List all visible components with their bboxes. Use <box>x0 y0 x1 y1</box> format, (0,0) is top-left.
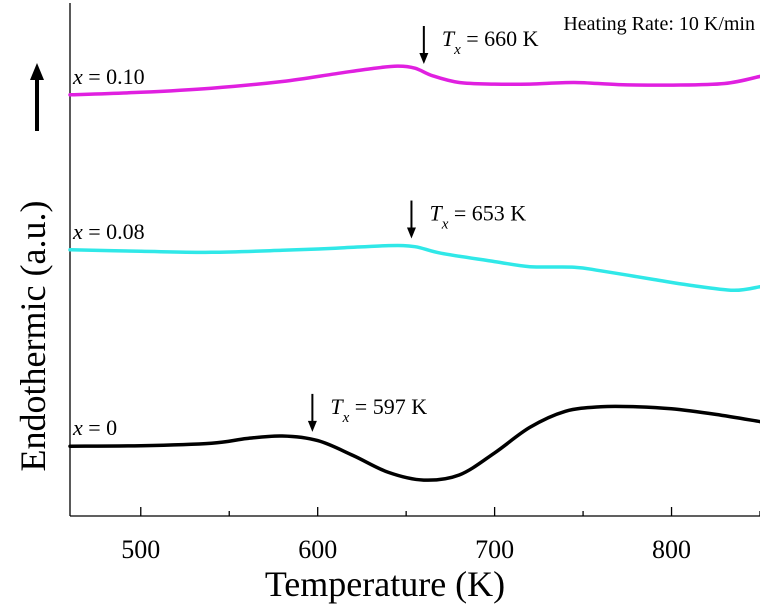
x-tick-label: 700 <box>475 535 514 564</box>
tx-label: Tx = 660 K <box>442 26 539 58</box>
x-ticks: 500 600 700 800 <box>121 507 760 564</box>
x-tick-label: 600 <box>298 535 337 564</box>
series-label: x = 0.10 <box>72 64 145 89</box>
y-axis-title: Endothermic (a.u.) <box>13 201 53 472</box>
x-axis-title: Temperature (K) <box>265 564 505 604</box>
series-label: x = 0.08 <box>72 219 145 244</box>
tx-markers: Tx = 660 K Tx = 653 K Tx = 597 K <box>307 25 539 432</box>
series-layer: x = 0.10 x = 0.08 x = 0 <box>68 64 760 482</box>
series-line <box>68 243 760 293</box>
x-tick-label: 800 <box>652 535 691 564</box>
heating-rate-annotation: Heating Rate: 10 K/min <box>563 13 755 35</box>
endothermic-direction-arrow <box>30 63 44 131</box>
series-line <box>68 64 760 97</box>
tx-arrow-head <box>406 227 416 239</box>
series-line <box>68 404 760 482</box>
series-label: x = 0 <box>72 415 117 440</box>
tx-arrow-head <box>419 52 429 64</box>
tx-arrow-head <box>307 420 317 432</box>
plot-frame <box>69 3 760 517</box>
tx-label: Tx = 653 K <box>429 201 526 233</box>
tx-label: Tx = 597 K <box>330 394 427 426</box>
x-tick-label: 500 <box>121 535 160 564</box>
